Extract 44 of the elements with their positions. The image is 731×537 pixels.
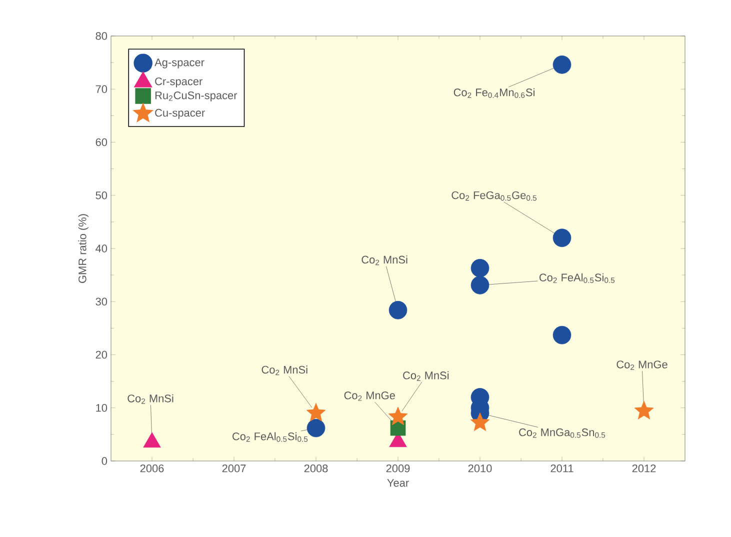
x-tick-label: 2011 <box>550 464 574 472</box>
annotation: Co$_{2}$ MnGe <box>616 360 668 370</box>
y-tick-label: 30 <box>96 298 108 306</box>
annotation: Co$_{2}$ MnSi <box>128 394 174 404</box>
legend-label: Cr-spacer <box>155 77 202 88</box>
annotation: Co$_{2}$ MnSi <box>362 256 408 266</box>
legend-label: Cu-spacer <box>155 108 205 119</box>
x-tick-label: 2006 <box>140 464 164 472</box>
y-tick-label: 60 <box>96 138 108 146</box>
point <box>306 418 326 438</box>
x-tick-label: 2009 <box>386 464 410 472</box>
point <box>552 326 572 344</box>
point <box>388 300 408 320</box>
annotation: Co$_{2}$ FeGa$_{0.5}$Ge$_{0.5}$ <box>452 191 537 201</box>
annotation: Co$_{2}$ MnSi <box>403 371 449 381</box>
x-tick-label: 2007 <box>222 464 246 472</box>
y-tick-label: 20 <box>96 350 108 359</box>
point <box>306 403 326 422</box>
y-tick-label: 50 <box>96 191 108 200</box>
annotation: Co$_{2}$ MnGe <box>344 392 395 401</box>
x-axis-title: Year <box>387 479 409 487</box>
legend-label: Ag-spacer <box>154 58 204 68</box>
y-tick-label: 70 <box>96 85 108 93</box>
y-tick-label: 40 <box>96 244 108 252</box>
annotation: Co$_{2}$ Fe$_{0.4}$Mn$_{0.6}$Si <box>454 88 534 98</box>
annotation: Co$_{2}$ FeAl$_{0.5}$Si$_{0.5}$ <box>539 273 615 283</box>
y-tick-label: 10 <box>96 404 108 412</box>
y-tick-label: 80 <box>96 32 108 40</box>
point <box>470 412 490 431</box>
annotation: Co$_{2}$ FeAl$_{0.5}$Si$_{0.5}$ <box>232 432 308 442</box>
point <box>388 406 408 426</box>
annotation: Co$_{2}$ MnSi <box>262 366 308 376</box>
x-tick-label: 2012 <box>632 464 656 472</box>
point <box>552 56 572 74</box>
point <box>634 400 654 420</box>
y-axis-title: GMR ratio (%) <box>78 214 88 283</box>
point <box>552 228 572 248</box>
legend-label: Ru$_{2}$CuSn-spacer <box>155 91 238 102</box>
annotation: Co$_{2}$ MnGa$_{0.5}$Sn$_{0.5}$ <box>519 428 606 438</box>
x-tick-label: 2008 <box>304 464 328 472</box>
point <box>470 276 490 294</box>
x-tick-label: 2010 <box>468 464 492 472</box>
point <box>470 258 490 278</box>
y-tick-label: 0 <box>102 457 108 465</box>
